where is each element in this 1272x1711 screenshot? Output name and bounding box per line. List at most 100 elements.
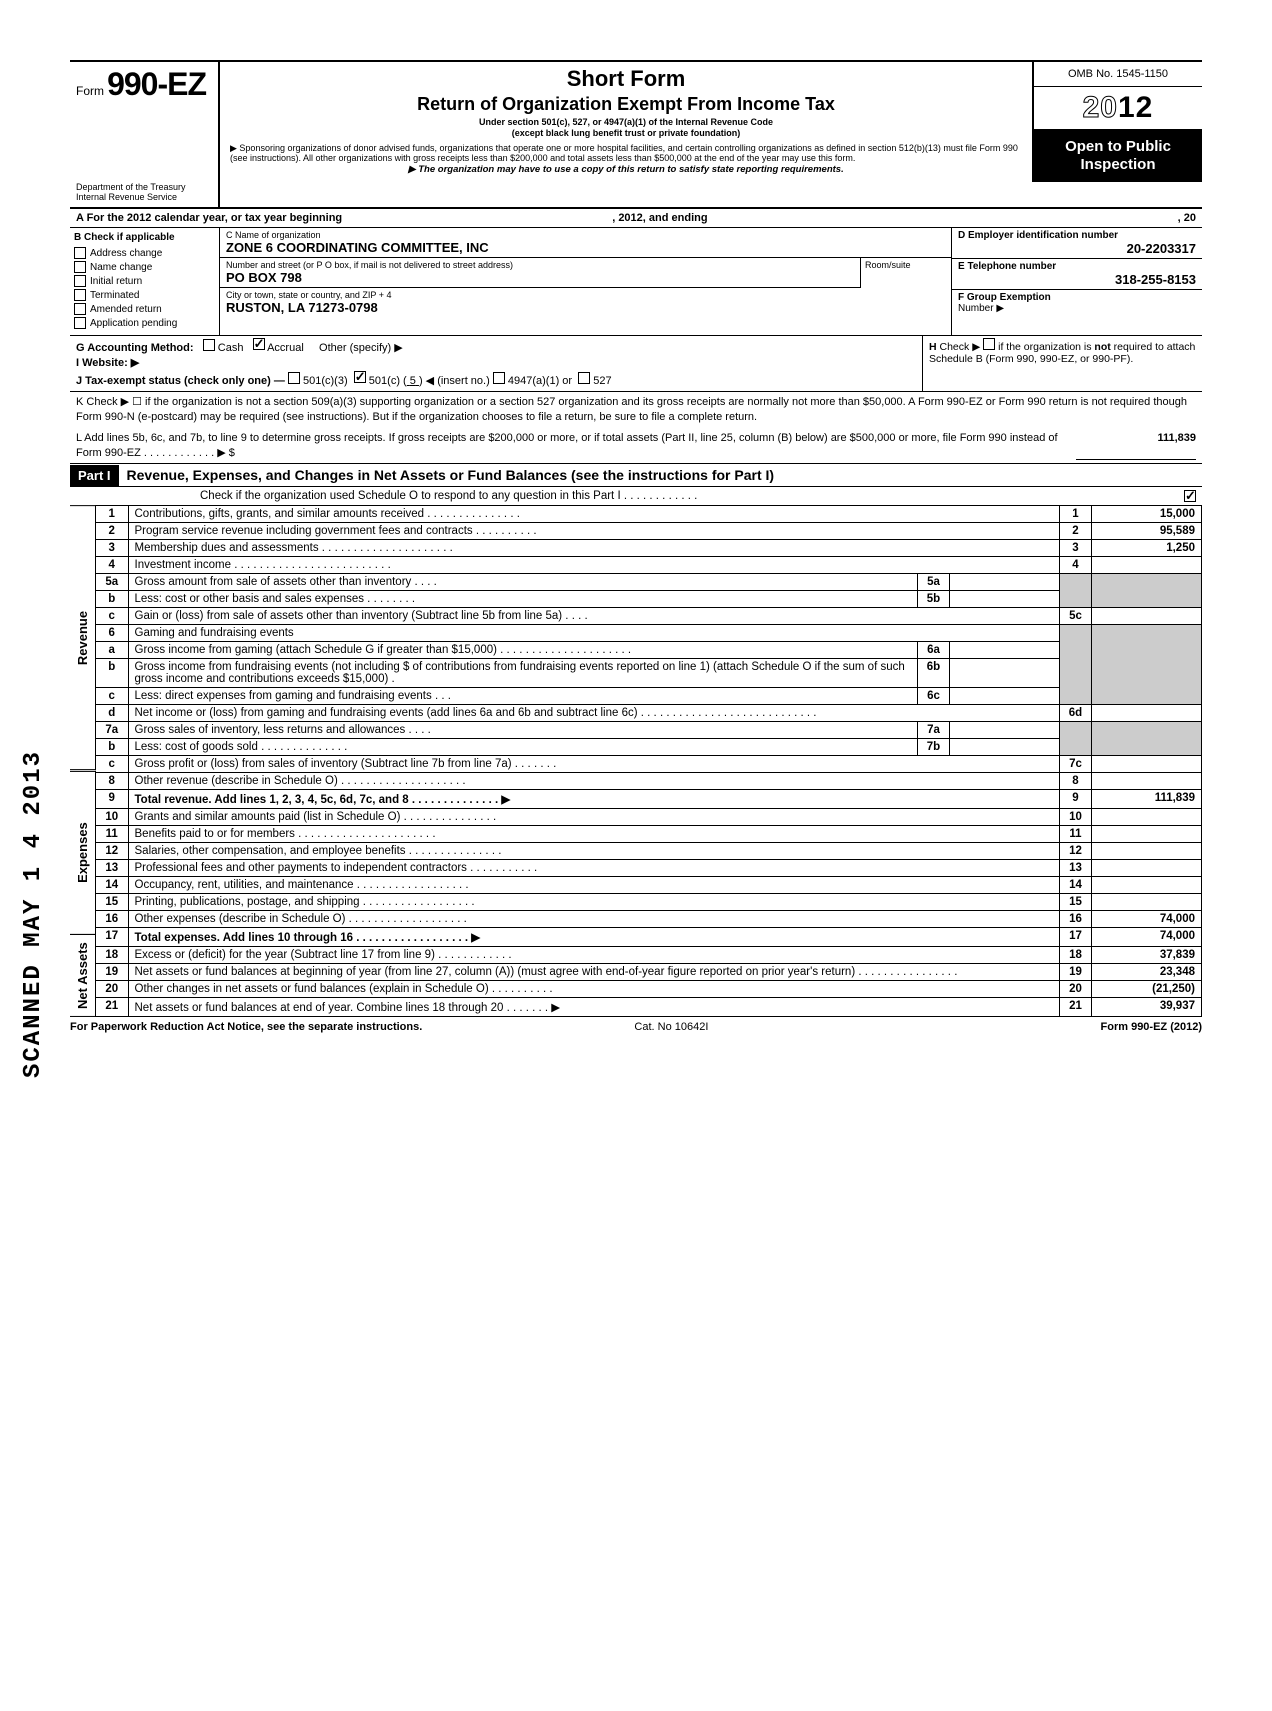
chk-label: Amended return bbox=[90, 304, 162, 315]
header-left: Form 990-EZ Department of the Treasury I… bbox=[70, 62, 220, 207]
chk-501c[interactable] bbox=[354, 371, 366, 383]
b-header: B Check if applicable bbox=[74, 232, 215, 243]
j-label: J Tax-exempt status (check only one) — bbox=[76, 375, 285, 387]
j-527: 527 bbox=[593, 375, 611, 387]
line-10: 10Grants and similar amounts paid (list … bbox=[96, 809, 1202, 826]
chk-501c3[interactable] bbox=[288, 372, 300, 384]
lines-table: 1Contributions, gifts, grants, and simil… bbox=[96, 505, 1202, 1017]
open-public-1: Open to Public bbox=[1038, 138, 1198, 156]
line-6b: bGross income from fundraising events (n… bbox=[96, 659, 1202, 688]
j-501c3: 501(c)(3) bbox=[303, 375, 348, 387]
chk-4947[interactable] bbox=[493, 372, 505, 384]
chk-527[interactable] bbox=[578, 372, 590, 384]
j-4947: 4947(a)(1) or bbox=[508, 375, 572, 387]
f-grp-number: Number ▶ bbox=[958, 303, 1196, 314]
c-addr-row: Number and street (or P O box, if mail i… bbox=[220, 258, 951, 288]
chk-part1-scho[interactable] bbox=[1184, 490, 1196, 502]
c-addr-value: PO BOX 798 bbox=[226, 270, 854, 285]
c-city-value: RUSTON, LA 71273-0798 bbox=[226, 300, 945, 315]
chk-terminated[interactable]: Terminated bbox=[74, 289, 215, 301]
e-tel-value: 318-255-8153 bbox=[958, 272, 1196, 287]
g-label: G Accounting Method: bbox=[76, 342, 194, 354]
subtitle2: (except black lung benefit trust or priv… bbox=[230, 128, 1022, 139]
chk-amended[interactable]: Amended return bbox=[74, 303, 215, 315]
line-19: 19Net assets or fund balances at beginni… bbox=[96, 964, 1202, 981]
lines-table-wrap: 1Contributions, gifts, grants, and simil… bbox=[96, 505, 1202, 1017]
section-b: B Check if applicable Address change Nam… bbox=[70, 228, 220, 335]
side-expenses: Expenses bbox=[70, 771, 96, 935]
form-number: 990-EZ bbox=[107, 66, 206, 102]
side-revenue: Revenue bbox=[70, 505, 96, 770]
row-a: A For the 2012 calendar year, or tax yea… bbox=[70, 209, 1202, 228]
line-6c: cLess: direct expenses from gaming and f… bbox=[96, 688, 1202, 705]
form-header: Form 990-EZ Department of the Treasury I… bbox=[70, 60, 1202, 209]
part1-title: Revenue, Expenses, and Changes in Net As… bbox=[119, 464, 783, 486]
j-501c-open: 501(c) ( bbox=[369, 375, 407, 387]
chk-label: Address change bbox=[90, 248, 162, 259]
section-bcd: B Check if applicable Address change Nam… bbox=[70, 228, 1202, 336]
row-a-end: , 20 bbox=[1178, 212, 1196, 224]
footer-cat: Cat. No 10642I bbox=[634, 1021, 708, 1033]
line-6: 6Gaming and fundraising events bbox=[96, 625, 1202, 642]
page-footer: For Paperwork Reduction Act Notice, see … bbox=[70, 1017, 1202, 1033]
line-13: 13Professional fees and other payments t… bbox=[96, 860, 1202, 877]
part1-header: Part I Revenue, Expenses, and Changes in… bbox=[70, 463, 1202, 487]
dept-line2: Internal Revenue Service bbox=[76, 193, 212, 203]
c-room: Room/suite bbox=[861, 258, 951, 288]
line-21: 21Net assets or fund balances at end of … bbox=[96, 998, 1202, 1017]
line-12: 12Salaries, other compensation, and empl… bbox=[96, 843, 1202, 860]
g-accrual: Accrual bbox=[267, 342, 304, 354]
header-right: OMB No. 1545-1150 2012 Open to Public In… bbox=[1032, 62, 1202, 182]
line-14: 14Occupancy, rent, utilities, and mainte… bbox=[96, 877, 1202, 894]
tax-year: 2012 bbox=[1034, 87, 1202, 130]
scanned-stamp: SCANNED MAY 1 4 2013 bbox=[20, 750, 47, 1078]
year-prefix: 20 bbox=[1083, 91, 1118, 124]
row-a-mid: , 2012, and ending bbox=[612, 212, 707, 224]
line-2: 2Program service revenue including gover… bbox=[96, 523, 1202, 540]
c-name: C Name of organization ZONE 6 COORDINATI… bbox=[220, 228, 951, 258]
f-grp-label: F Group Exemption bbox=[958, 292, 1196, 303]
e-tel-label: E Telephone number bbox=[958, 261, 1196, 272]
line-7c: cGross profit or (loss) from sales of in… bbox=[96, 756, 1202, 773]
row-a-label: A For the 2012 calendar year, or tax yea… bbox=[76, 212, 342, 224]
chk-address-change[interactable]: Address change bbox=[74, 247, 215, 259]
part1-label: Part I bbox=[70, 465, 119, 486]
line-5b: bLess: cost or other basis and sales exp… bbox=[96, 591, 1202, 608]
gij-left: G Accounting Method: Cash Accrual Other … bbox=[70, 336, 922, 391]
line-11: 11Benefits paid to or for members . . . … bbox=[96, 826, 1202, 843]
side-labels: Revenue Expenses Net Assets bbox=[70, 505, 96, 1017]
chk-h[interactable] bbox=[983, 338, 995, 350]
line-17: 17Total expenses. Add lines 10 through 1… bbox=[96, 928, 1202, 947]
checkbox-icon bbox=[74, 303, 86, 315]
chk-initial-return[interactable]: Initial return bbox=[74, 275, 215, 287]
checkbox-icon bbox=[74, 247, 86, 259]
year-suffix: 12 bbox=[1118, 91, 1153, 124]
g-cash: Cash bbox=[218, 342, 244, 354]
line-3: 3Membership dues and assessments . . . .… bbox=[96, 540, 1202, 557]
f-group: F Group Exemption Number ▶ bbox=[952, 290, 1202, 316]
chk-name-change[interactable]: Name change bbox=[74, 261, 215, 273]
row-k: K Check ▶ ☐ if the organization is not a… bbox=[70, 392, 1202, 428]
line-20: 20Other changes in net assets or fund ba… bbox=[96, 981, 1202, 998]
footer-left: For Paperwork Reduction Act Notice, see … bbox=[70, 1021, 422, 1033]
line-9: 9Total revenue. Add lines 1, 2, 3, 4, 5c… bbox=[96, 790, 1202, 809]
chk-cash[interactable] bbox=[203, 339, 215, 351]
copy-note: ▶ The organization may have to use a cop… bbox=[230, 164, 1022, 175]
row-gijh: G Accounting Method: Cash Accrual Other … bbox=[70, 336, 1202, 392]
chk-accrual[interactable] bbox=[253, 338, 265, 350]
chk-pending[interactable]: Application pending bbox=[74, 317, 215, 329]
d-ein: D Employer identification number 20-2203… bbox=[952, 228, 1202, 259]
chk-label: Application pending bbox=[90, 318, 177, 329]
chk-label: Initial return bbox=[90, 276, 142, 287]
line-7b: bLess: cost of goods sold . . . . . . . … bbox=[96, 739, 1202, 756]
chk-label: Terminated bbox=[90, 290, 139, 301]
part1-check-line: Check if the organization used Schedule … bbox=[70, 487, 1202, 505]
side-netassets: Net Assets bbox=[70, 934, 96, 1017]
row-l-text: L Add lines 5b, 6c, and 7b, to line 9 to… bbox=[76, 431, 1076, 461]
e-telephone: E Telephone number 318-255-8153 bbox=[952, 259, 1202, 290]
title-short-form: Short Form bbox=[230, 66, 1022, 92]
open-public-2: Inspection bbox=[1038, 156, 1198, 174]
chk-label: Name change bbox=[90, 262, 152, 273]
dept-treasury: Department of the Treasury Internal Reve… bbox=[76, 183, 212, 203]
checkbox-icon bbox=[74, 261, 86, 273]
